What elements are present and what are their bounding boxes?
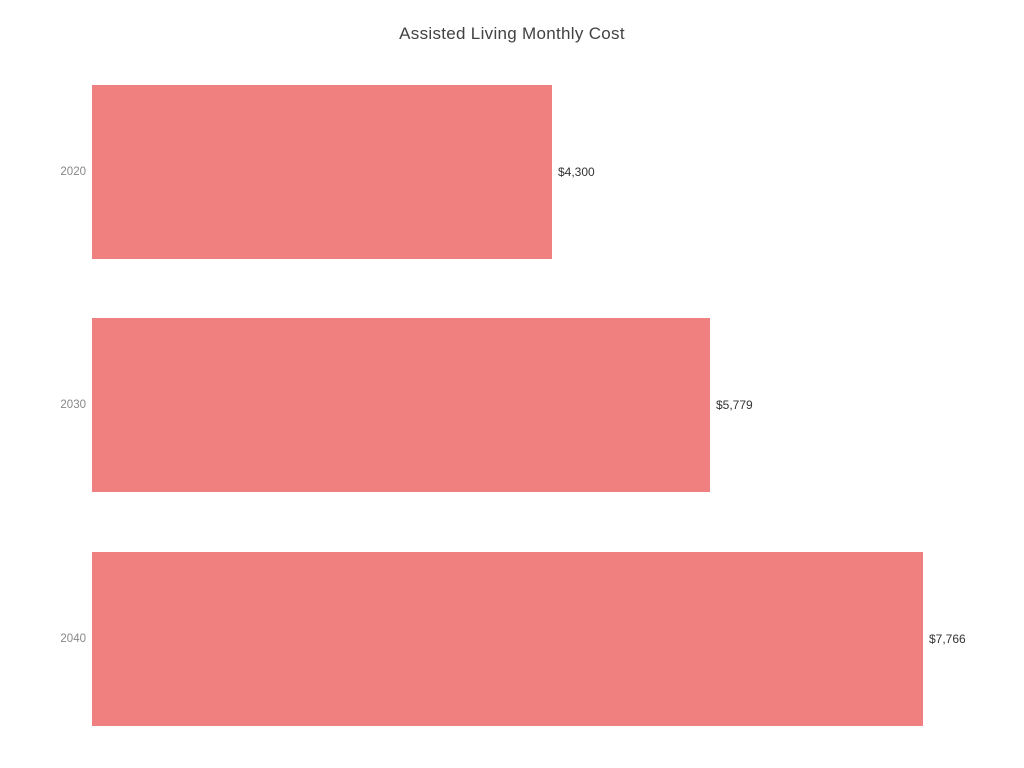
category-label: 2030: [60, 399, 86, 412]
value-label: $5,779: [716, 398, 753, 413]
bar[interactable]: [92, 551, 923, 726]
bar-row: 2040 $7,766: [0, 551, 1024, 726]
category-label: 2040: [60, 632, 86, 645]
category-label: 2020: [60, 166, 86, 178]
bar-row: 2030 $5,779: [0, 318, 1024, 493]
value-label: $4,300: [558, 165, 595, 179]
bar[interactable]: [92, 85, 552, 259]
chart-title: Assisted Living Monthly Cost: [399, 24, 625, 43]
value-label: $7,766: [929, 631, 966, 646]
bar-row: 2020 $4,300: [0, 85, 1024, 259]
bar[interactable]: [92, 318, 710, 493]
